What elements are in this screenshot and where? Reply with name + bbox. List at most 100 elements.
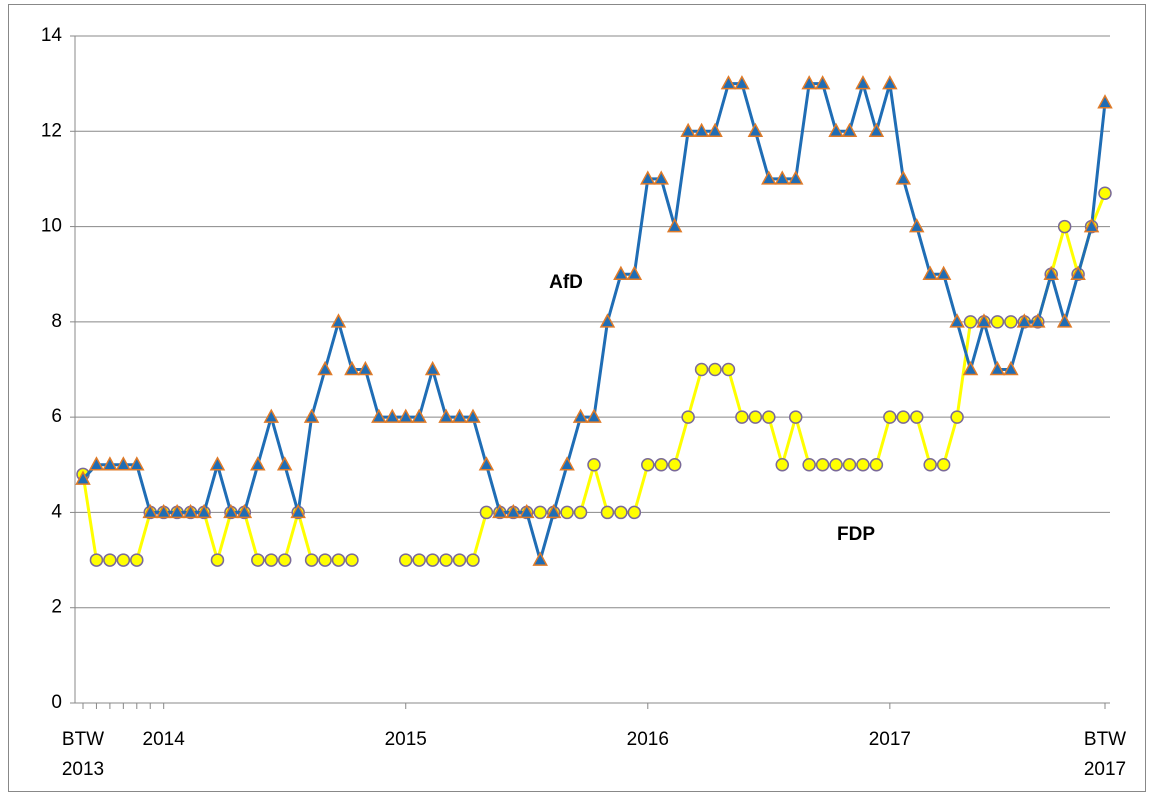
point-marker — [1097, 94, 1113, 109]
point-marker — [882, 75, 898, 90]
point-marker — [142, 503, 158, 519]
point-marker — [586, 408, 602, 423]
point-marker — [209, 456, 226, 471]
point-marker — [196, 503, 212, 519]
point-marker — [666, 217, 683, 233]
point-marker — [963, 315, 978, 329]
point-marker — [1030, 313, 1046, 328]
point-marker — [896, 410, 911, 424]
point-marker — [479, 505, 494, 520]
point-marker — [841, 122, 858, 138]
point-marker — [600, 505, 615, 520]
point-marker — [856, 458, 870, 472]
point-marker — [452, 553, 467, 567]
point-marker — [923, 458, 937, 472]
point-marker — [425, 553, 440, 567]
point-marker — [935, 265, 952, 280]
point-marker — [976, 313, 992, 328]
point-marker — [1056, 313, 1073, 328]
point-marker — [693, 122, 710, 138]
point-marker — [787, 170, 804, 185]
point-marker — [641, 458, 655, 472]
point-marker — [155, 503, 172, 519]
point-marker — [653, 170, 669, 185]
point-marker — [599, 313, 616, 328]
point-marker — [251, 553, 265, 567]
point-marker — [573, 505, 588, 520]
point-marker — [397, 408, 414, 423]
point-marker — [492, 503, 508, 519]
point-marker — [735, 410, 749, 424]
point-marker — [587, 458, 601, 472]
y-tick-label: 8 — [51, 311, 62, 332]
point-marker — [613, 265, 629, 280]
point-marker — [89, 553, 104, 567]
point-marker — [478, 456, 495, 471]
y-tick-label: 12 — [41, 120, 62, 141]
point-marker — [775, 458, 790, 472]
point-marker — [236, 503, 253, 519]
y-tick-label: 6 — [51, 406, 62, 427]
point-marker — [303, 408, 320, 423]
point-marker — [680, 122, 696, 138]
point-marker — [774, 170, 791, 185]
point-marker — [412, 553, 426, 567]
point-marker — [1004, 315, 1018, 329]
point-marker — [290, 503, 306, 519]
point-marker — [304, 553, 319, 567]
point-marker — [667, 458, 682, 472]
y-tick-label: 10 — [41, 216, 62, 237]
point-marker — [869, 458, 884, 472]
point-marker — [451, 408, 468, 423]
point-marker — [533, 505, 547, 520]
series-label: FDP — [837, 524, 875, 545]
point-marker — [88, 456, 105, 471]
point-marker — [169, 503, 185, 519]
point-marker — [103, 553, 117, 567]
x-tick-label: 2016 — [626, 729, 669, 750]
point-marker — [708, 362, 722, 377]
y-tick-label: 14 — [41, 25, 63, 46]
point-marker — [545, 503, 562, 519]
point-marker — [344, 360, 360, 376]
point-marker — [438, 408, 454, 423]
x-tick-label: 2015 — [384, 729, 427, 750]
point-marker — [990, 315, 1005, 329]
point-marker — [802, 458, 816, 472]
point-marker — [895, 170, 912, 185]
point-marker — [868, 122, 885, 138]
point-marker — [747, 122, 764, 138]
point-marker — [439, 553, 453, 567]
point-marker — [466, 553, 480, 567]
point-marker — [1043, 265, 1059, 280]
point-marker — [424, 360, 441, 376]
point-marker — [707, 122, 723, 138]
point-marker — [989, 360, 1006, 376]
point-marker — [828, 122, 844, 138]
y-tick-label: 2 — [51, 597, 62, 618]
point-marker — [909, 410, 924, 424]
x-tick-label: 2017 — [868, 729, 911, 750]
chart-frame — [8, 4, 1146, 792]
point-marker — [814, 75, 831, 90]
point-marker — [614, 505, 628, 520]
y-tick-label: 0 — [51, 692, 62, 713]
point-marker — [640, 170, 656, 185]
point-marker — [883, 410, 897, 424]
point-marker — [318, 553, 332, 567]
point-marker — [922, 265, 938, 280]
point-marker — [936, 458, 951, 472]
point-marker — [75, 470, 91, 485]
point-marker — [210, 553, 225, 567]
x-tick-label: 2014 — [142, 729, 185, 750]
point-marker — [331, 553, 346, 567]
point-marker — [560, 505, 574, 520]
point-marker — [102, 456, 118, 471]
point-marker — [129, 456, 145, 471]
point-marker — [721, 362, 736, 377]
y-tick-label: 4 — [51, 501, 62, 522]
point-marker — [694, 362, 709, 377]
series-label: AfD — [549, 272, 583, 293]
point-marker — [1098, 186, 1112, 200]
